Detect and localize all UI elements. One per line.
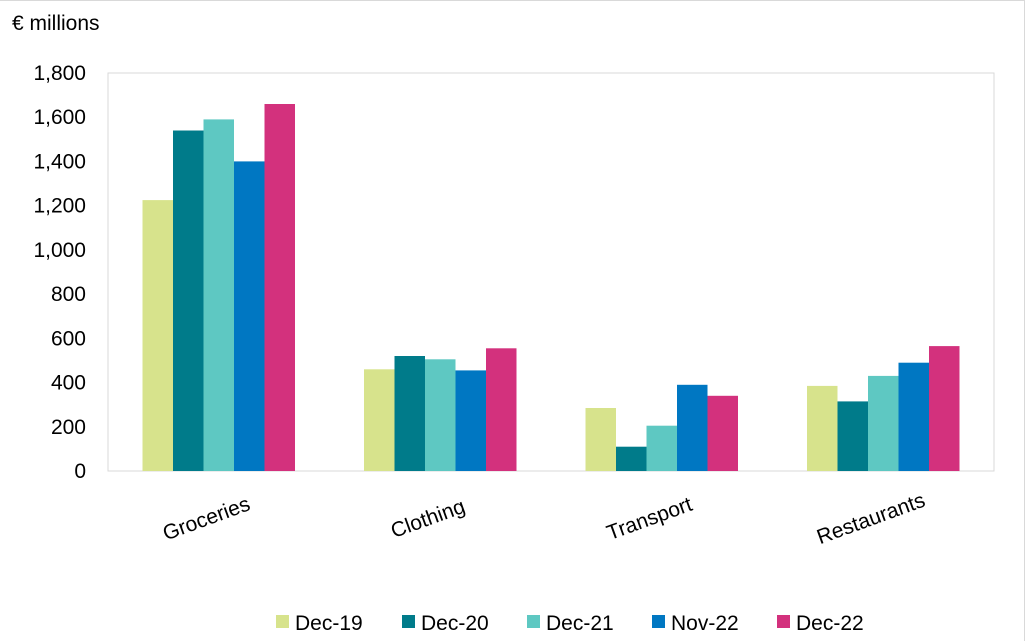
bar-transport-dec-20 xyxy=(616,446,647,471)
bar-restaurants-nov-22 xyxy=(898,362,929,471)
bars xyxy=(142,104,960,472)
y-tick-label: 1,600 xyxy=(33,106,86,129)
bar-groceries-dec-20 xyxy=(173,130,204,471)
bar-groceries-dec-21 xyxy=(203,119,234,472)
legend-swatch xyxy=(777,615,790,628)
y-tick-label: 0 xyxy=(74,460,86,483)
bar-groceries-nov-22 xyxy=(234,161,265,471)
legend-label: Dec-22 xyxy=(796,612,864,635)
y-tick-label: 1,000 xyxy=(33,239,86,262)
category-label: Groceries xyxy=(160,493,253,546)
bar-transport-dec-21 xyxy=(646,425,677,471)
bar-groceries-dec-22 xyxy=(264,104,295,471)
bar-restaurants-dec-21 xyxy=(868,375,899,471)
category-label: Clothing xyxy=(388,495,468,543)
y-tick-label: 600 xyxy=(51,327,86,350)
y-tick-label: 1,400 xyxy=(33,150,86,173)
x-axis: Groceries Clothing Transport Restaurants xyxy=(160,489,928,549)
y-axis: 0 200 400 600 800 1,000 1,200 1,400 1,600 1,800 xyxy=(33,62,86,483)
bar-clothing-nov-22 xyxy=(455,370,486,471)
bar-clothing-dec-22 xyxy=(486,348,517,471)
plot-area xyxy=(107,72,995,472)
legend-swatch xyxy=(276,615,289,628)
y-tick-label: 200 xyxy=(51,416,86,439)
legend-swatch xyxy=(527,615,540,628)
bar-transport-dec-19 xyxy=(585,408,616,471)
y-tick-label: 400 xyxy=(51,372,86,395)
legend: Dec-19 Dec-20 Dec-21 Nov-22 Dec-22 xyxy=(276,612,864,635)
bar-clothing-dec-20 xyxy=(394,356,425,471)
bar-restaurants-dec-20 xyxy=(837,401,868,471)
unit-label: € millions xyxy=(12,12,100,35)
bar-groceries-dec-19 xyxy=(142,200,173,471)
category-label: Transport xyxy=(604,493,696,545)
bar-transport-nov-22 xyxy=(677,384,708,471)
bar-restaurants-dec-22 xyxy=(929,346,960,471)
legend-swatch xyxy=(652,615,665,628)
legend-swatch xyxy=(402,615,415,628)
y-tick-label: 1,800 xyxy=(33,62,86,85)
y-tick-label: 1,200 xyxy=(33,195,86,218)
bar-restaurants-dec-19 xyxy=(807,385,838,471)
y-tick-label: 800 xyxy=(51,283,86,306)
category-label: Restaurants xyxy=(814,489,928,549)
bar-clothing-dec-19 xyxy=(364,369,395,471)
legend-label: Nov-22 xyxy=(671,612,739,635)
legend-label: Dec-20 xyxy=(421,612,489,635)
bar-transport-dec-22 xyxy=(707,395,738,471)
legend-label: Dec-19 xyxy=(295,612,363,635)
legend-label: Dec-21 xyxy=(546,612,614,635)
bar-clothing-dec-21 xyxy=(425,359,456,471)
